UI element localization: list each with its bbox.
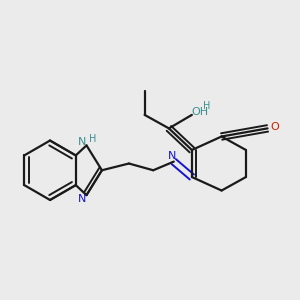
- Text: H: H: [89, 134, 96, 145]
- Text: N: N: [78, 137, 87, 147]
- Text: N: N: [78, 194, 87, 204]
- Text: O: O: [271, 122, 280, 132]
- Text: OH: OH: [191, 107, 208, 117]
- Text: N: N: [168, 151, 177, 161]
- Text: H: H: [203, 101, 210, 111]
